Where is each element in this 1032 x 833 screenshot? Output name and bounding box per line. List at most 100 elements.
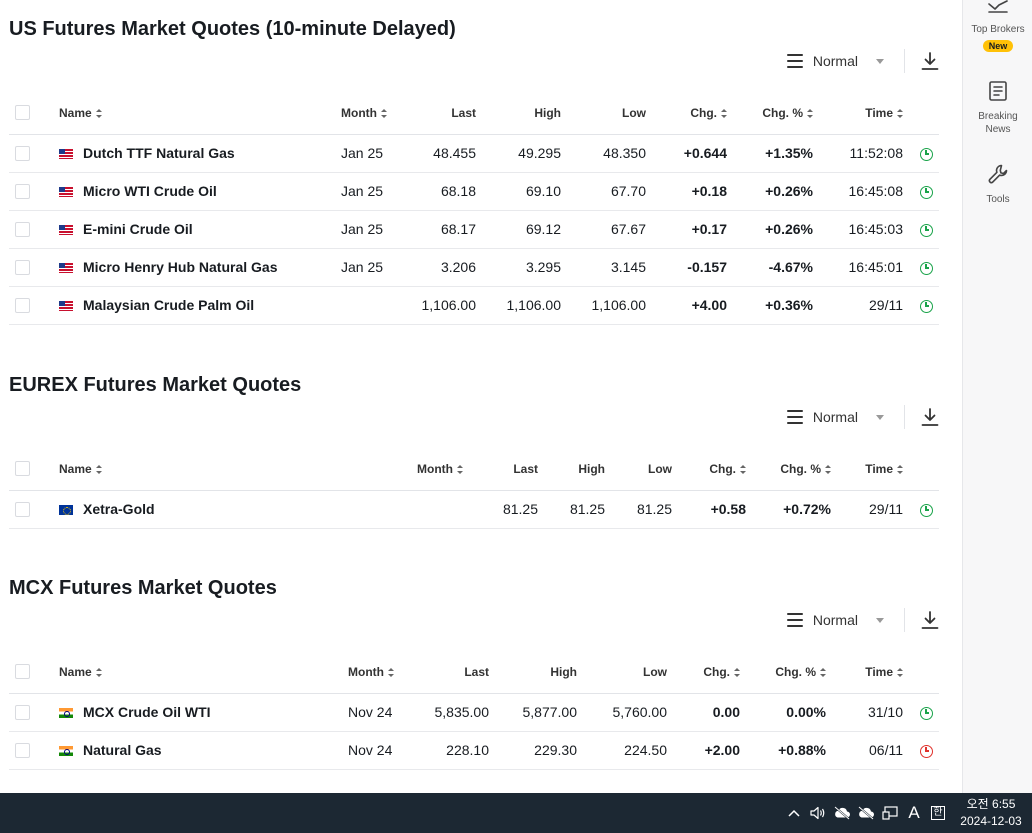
header-low: Low (583, 651, 673, 694)
instrument-name[interactable]: Natural Gas (83, 742, 162, 758)
last-cell: 228.10 (405, 731, 495, 770)
month-cell (335, 286, 397, 325)
cloud-off-icon[interactable] (830, 793, 854, 833)
chg-cell: -0.157 (652, 248, 733, 287)
download-icon[interactable] (921, 407, 939, 427)
clock-icon (920, 299, 933, 313)
table-row[interactable]: MCX Crude Oil WTI Nov 24 5,835.00 5,877.00 5… (9, 693, 939, 732)
row-checkbox[interactable] (15, 222, 30, 238)
row-checkbox[interactable] (15, 184, 30, 200)
instrument-name[interactable]: Xetra-Gold (83, 501, 155, 517)
instrument-name[interactable]: Micro Henry Hub Natural Gas (83, 259, 278, 275)
ime-mode-indicator[interactable]: A (908, 803, 920, 822)
time-cell: 31/10 (832, 693, 909, 732)
network-icon[interactable] (878, 793, 902, 833)
table-row[interactable]: Natural Gas Nov 24 228.10 229.30 224.50 +2.00… (9, 731, 939, 770)
header-time[interactable]: Time (819, 92, 909, 135)
chg-cell: +0.58 (678, 490, 752, 529)
table-row[interactable]: Xetra-Gold 81.25 81.25 81.25 +0.58 +0.72% 29/1… (9, 490, 939, 529)
high-cell: 5,877.00 (495, 693, 583, 732)
row-checkbox[interactable] (15, 502, 30, 518)
select-all-checkbox[interactable] (15, 461, 30, 477)
row-checkbox[interactable] (15, 743, 30, 759)
rail-breaking-news[interactable]: Breaking News (963, 80, 1032, 136)
download-icon[interactable] (921, 51, 939, 71)
header-time[interactable]: Time (832, 651, 909, 694)
instrument-name-cell[interactable]: Xetra-Gold (53, 490, 389, 529)
time-cell: 29/11 (819, 286, 909, 325)
header-month[interactable]: Month (389, 448, 469, 491)
header-chg[interactable]: Chg. (652, 92, 733, 135)
cloud-off-icon[interactable] (854, 793, 878, 833)
view-select[interactable]: Normal (786, 405, 894, 429)
instrument-name-cell[interactable]: Natural Gas (53, 731, 342, 770)
instrument-name[interactable]: Micro WTI Crude Oil (83, 183, 217, 199)
header-high: High (544, 448, 611, 491)
instrument-name[interactable]: E-mini Crude Oil (83, 221, 193, 237)
header-chg[interactable]: Chg. (673, 651, 746, 694)
download-icon[interactable] (921, 610, 939, 630)
instrument-name-cell[interactable]: Micro WTI Crude Oil (53, 172, 335, 211)
low-cell: 67.67 (567, 210, 652, 249)
header-month[interactable]: Month (335, 92, 397, 135)
instrument-name-cell[interactable]: E-mini Crude Oil (53, 210, 335, 249)
row-select-cell (9, 286, 53, 325)
header-chg-pct[interactable]: Chg. % (746, 651, 832, 694)
select-all-checkbox[interactable] (15, 664, 30, 680)
rail-top-brokers[interactable]: Top Brokers New (963, 0, 1032, 54)
header-name[interactable]: Name (53, 651, 342, 694)
main-content: US Futures Market Quotes (10-minute Dela… (9, 18, 939, 770)
rail-tools[interactable]: Tools (963, 163, 1032, 206)
view-select[interactable]: Normal (786, 608, 894, 632)
header-chg-pct[interactable]: Chg. % (752, 448, 837, 491)
table-row[interactable]: Malaysian Crude Palm Oil 1,106.00 1,106.00… (9, 286, 939, 325)
caret-down-icon (876, 617, 884, 623)
sort-icon (380, 108, 387, 118)
sort-icon (734, 667, 740, 677)
row-checkbox[interactable] (15, 260, 30, 276)
instrument-name-cell[interactable]: MCX Crude Oil WTI (53, 693, 342, 732)
section-title: EUREX Futures Market Quotes (9, 374, 302, 396)
month-cell: Nov 24 (342, 731, 405, 770)
select-all-checkbox[interactable] (15, 105, 30, 121)
table-row[interactable]: Micro Henry Hub Natural Gas Jan 25 3.206 3.… (9, 248, 939, 287)
row-checkbox[interactable] (15, 298, 30, 314)
month-cell: Jan 25 (335, 248, 397, 287)
high-cell: 229.30 (495, 731, 583, 770)
taskbar-clock[interactable]: 오전 6:55 2024-12-03 (950, 796, 1032, 830)
table-row[interactable]: Dutch TTF Natural Gas Jan 25 48.455 49.295 4… (9, 134, 939, 173)
time-cell: 29/11 (837, 490, 909, 529)
table-row[interactable]: Micro WTI Crude Oil Jan 25 68.18 69.10 67.70… (9, 172, 939, 211)
high-cell: 81.25 (544, 490, 611, 529)
instrument-name[interactable]: MCX Crude Oil WTI (83, 704, 211, 720)
status-cell (909, 693, 939, 732)
header-name[interactable]: Name (53, 92, 335, 135)
speaker-icon[interactable] (806, 793, 830, 833)
quotes-table-body: Dutch TTF Natural Gas Jan 25 48.455 49.295 4… (9, 134, 939, 325)
instrument-name[interactable]: Dutch TTF Natural Gas (83, 145, 235, 161)
view-select-label: Normal (812, 409, 858, 425)
instrument-name-cell[interactable]: Malaysian Crude Palm Oil (53, 286, 335, 325)
table-row[interactable]: E-mini Crude Oil Jan 25 68.17 69.12 67.67 +0.… (9, 210, 939, 249)
instrument-name-cell[interactable]: Dutch TTF Natural Gas (53, 134, 335, 173)
header-name[interactable]: Name (53, 448, 389, 491)
header-month[interactable]: Month (342, 651, 405, 694)
sort-icon (820, 667, 826, 677)
chevron-up-icon[interactable] (782, 793, 806, 833)
instrument-name[interactable]: Malaysian Crude Palm Oil (83, 297, 255, 313)
sort-icon (825, 464, 831, 474)
clock-date: 2024-12-03 (960, 814, 1022, 828)
time-cell: 16:45:01 (819, 248, 909, 287)
header-time[interactable]: Time (837, 448, 909, 491)
instrument-name-cell[interactable]: Micro Henry Hub Natural Gas (53, 248, 335, 287)
row-checkbox[interactable] (15, 705, 30, 721)
us-futures-section: US Futures Market Quotes (10-minute Dela… (9, 18, 939, 328)
ime-hangul-indicator[interactable]: 한 (926, 793, 950, 833)
status-cell (909, 490, 939, 529)
row-checkbox[interactable] (15, 146, 30, 162)
header-chg-pct[interactable]: Chg. % (733, 92, 819, 135)
view-select[interactable]: Normal (786, 49, 894, 73)
header-chg[interactable]: Chg. (678, 448, 752, 491)
sort-icon (897, 464, 903, 474)
month-cell: Jan 25 (335, 210, 397, 249)
